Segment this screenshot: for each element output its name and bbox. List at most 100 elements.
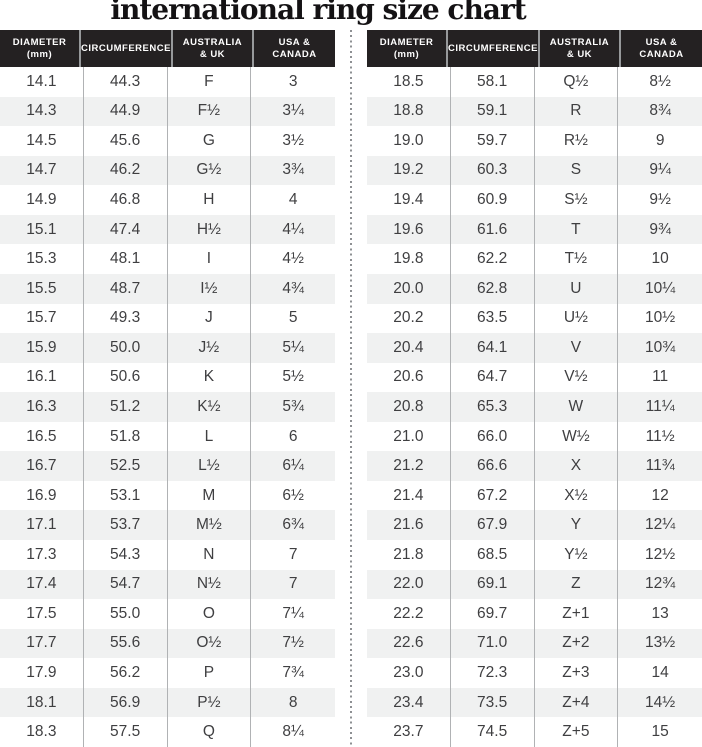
table-cell: 62.8	[451, 273, 535, 304]
table-cell: 48.1	[84, 244, 168, 274]
table-row: 21.6 67.9 Y 12¼	[367, 510, 702, 540]
dotted-divider	[350, 30, 352, 747]
table-row: 15.9 50.0 J½ 5¼	[0, 333, 335, 363]
table-cell: M½	[168, 510, 252, 540]
table-cell: 56.2	[84, 658, 168, 688]
table-cell: 53.1	[84, 480, 168, 511]
column-header-line: (mm)	[393, 48, 420, 60]
column-header-line: (mm)	[26, 48, 53, 60]
column-header-line: CANADA	[272, 48, 317, 60]
table-cell: 61.6	[451, 214, 535, 245]
table-row: 21.4 67.2 X½ 12	[367, 480, 702, 511]
table-cell: 15.3	[0, 244, 84, 274]
column-header: USA & CANADA	[254, 30, 335, 67]
table-cell: V	[535, 333, 619, 363]
column-header: CIRCUMFERENCE	[81, 30, 173, 67]
column-header-line: DIAMETER	[379, 37, 434, 48]
table-cell: 48.7	[84, 273, 168, 304]
table-row: 17.3 54.3 N 7	[0, 540, 335, 570]
table-row: 17.1 53.7 M½ 6¾	[0, 510, 335, 540]
table-row: 19.4 60.9 S½ 9½	[367, 185, 702, 215]
table-row: 23.7 74.5 Z+5 15	[367, 717, 702, 747]
table-row: 14.7 46.2 G½ 3¾	[0, 155, 335, 186]
table-row: 15.7 49.3 J 5	[0, 303, 335, 334]
table-row: 15.5 48.7 I½ 4¾	[0, 273, 335, 304]
table-cell: 9¼	[649, 161, 671, 179]
table-cell: 51.2	[84, 392, 168, 422]
table-cell: Y½	[535, 540, 619, 570]
table-cell: 63.5	[451, 303, 535, 334]
table-cell: 7½	[282, 634, 304, 652]
table-cell: Z+3	[535, 658, 619, 688]
table-cell: 14.5	[0, 126, 84, 156]
table-row: 15.3 48.1 I 4½	[0, 244, 335, 274]
table-cell: 18.3	[0, 717, 84, 747]
table-cell: 6	[288, 427, 298, 445]
table-cell: 11¾	[645, 457, 675, 475]
table-cell: N	[168, 540, 252, 570]
table-cell: 17.1	[0, 510, 84, 540]
table-cell: 3¼	[282, 102, 304, 120]
table-cell: 16.9	[0, 480, 84, 511]
table-cell: 74.5	[451, 717, 535, 747]
table-cell: 15.5	[0, 273, 84, 304]
table-cell: 56.9	[84, 687, 168, 718]
table-row: 21.2 66.6 X 11¾	[367, 451, 702, 481]
table-cell: 17.7	[0, 628, 84, 659]
column-header-line: USA &	[278, 37, 311, 48]
table-cell: 71.0	[451, 628, 535, 659]
table-cell: 67.2	[451, 480, 535, 511]
table-cell: 46.8	[84, 185, 168, 215]
table-cell: 44.9	[84, 96, 168, 127]
table-cell: H½	[168, 214, 252, 245]
table-cell: 64.1	[451, 333, 535, 363]
table-cell: S½	[535, 185, 619, 215]
table-cell: 14.1	[0, 67, 84, 97]
table-cell: 20.2	[367, 303, 451, 334]
table-cell: 19.0	[367, 126, 451, 156]
table-cell: 22.6	[367, 628, 451, 659]
table-cell: 3	[288, 72, 298, 90]
table-cell: 5	[288, 309, 298, 327]
table-cell: 8¾	[649, 102, 671, 120]
table-cell: 47.4	[84, 214, 168, 245]
table-row: 15.1 47.4 H½ 4¼	[0, 214, 335, 245]
column-header: USA & CANADA	[621, 30, 702, 67]
table-row: 22.2 69.7 Z+1 13	[367, 599, 702, 629]
table-cell: 12	[651, 486, 669, 504]
table-cell: 17.9	[0, 658, 84, 688]
table-cell: 54.7	[84, 569, 168, 600]
table-cell: O	[168, 599, 252, 629]
table-cell: 6¾	[282, 516, 304, 534]
table-cell: 66.0	[451, 421, 535, 452]
table-cell: 22.0	[367, 569, 451, 600]
table-cell: 9¾	[649, 220, 671, 238]
table-cell: 13½	[645, 634, 676, 652]
page-title: international ring size chart	[110, 0, 526, 26]
table-cell: 10¼	[645, 279, 676, 297]
table-cell: 16.3	[0, 392, 84, 422]
column-header: DIAMETER (mm)	[0, 30, 82, 67]
table-row: 21.8 68.5 Y½ 12½	[367, 540, 702, 570]
table-cell: 23.7	[367, 717, 451, 747]
table-cell: W½	[535, 421, 619, 452]
table-cell: 46.2	[84, 155, 168, 186]
table-cell: 12¾	[645, 575, 676, 593]
table-row: 16.9 53.1 M 6½	[0, 480, 335, 511]
table-cell: 17.5	[0, 599, 84, 629]
table-cell: 64.7	[451, 362, 535, 393]
table-cell: 23.0	[367, 658, 451, 688]
table-cell: 13	[651, 604, 669, 622]
table-cell: M	[168, 480, 252, 511]
table-cell: P	[168, 658, 252, 688]
table-cell: 16.5	[0, 421, 84, 452]
table-cell: 8½	[649, 72, 671, 90]
table-cell: 11	[652, 368, 669, 386]
table-cell: X	[535, 451, 619, 481]
table-row: 23.4 73.5 Z+4 14½	[367, 687, 702, 718]
table-cell: W	[535, 392, 619, 422]
table-cell: L½	[168, 451, 252, 481]
column-header: AUSTRALIA & UK	[540, 30, 621, 67]
table-row: 20.4 64.1 V 10¾	[367, 333, 702, 363]
